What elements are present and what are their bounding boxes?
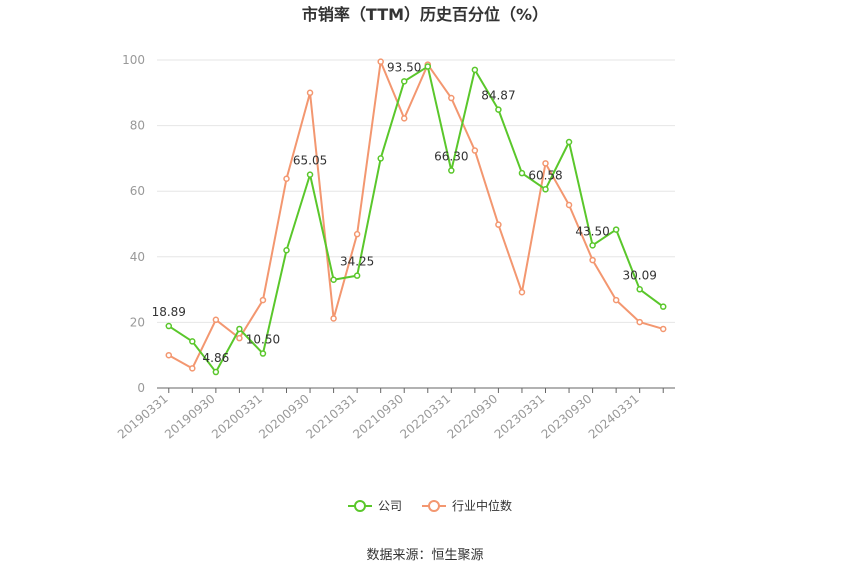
data-point [236,334,243,342]
data-label: 84.87 [481,89,515,103]
data-point [589,242,596,249]
series-line-0 [168,65,664,374]
legend-label: 公司 [378,499,402,513]
data-point [518,169,526,177]
legend-marker [428,500,440,512]
data-point [330,315,337,322]
legend-marker [354,500,366,512]
data-point [353,230,361,238]
data-point [659,303,667,310]
data-point [424,63,432,70]
data-point [306,89,314,97]
y-tick-label: 60 [130,184,145,198]
data-label: 60.58 [528,168,562,182]
data-label: 30.09 [623,268,657,282]
data-label: 65.05 [293,154,327,168]
chart-source: 数据来源：恒生聚源 [366,548,483,563]
legend-label: 行业中位数 [452,498,512,513]
x-tick-label: 20200930 [256,392,312,442]
data-point [353,272,361,279]
data-point [212,368,220,376]
data-point [565,201,573,209]
x-tick-label: 20210930 [350,392,406,442]
data-point [330,276,337,284]
legend-item-1[interactable]: 行业中位数 [422,498,512,513]
legend[interactable]: 公司 行业中位数 [348,498,512,513]
x-tick-label: 20230930 [539,392,595,442]
data-point [542,186,549,193]
x-tick-label: 20190930 [162,392,218,442]
data-point [471,147,479,154]
grid [157,59,675,323]
data-point [659,325,667,333]
data-point [495,221,502,228]
data-point [495,106,502,113]
data-point [189,338,196,345]
data-point [283,175,290,182]
chart-title: 市销率（TTM）历史百分位（%） [302,5,548,24]
data-point [377,58,384,65]
data-point [165,322,173,330]
data-point [259,296,267,304]
data-point [542,160,549,167]
data-label: 43.50 [575,224,609,238]
data-point [259,350,267,357]
y-tick-label: 0 [137,381,145,395]
x-tick-label: 20200331 [209,392,265,442]
data-point [448,167,455,174]
data-label: 4.86 [203,351,230,365]
data-label: 18.89 [152,305,186,319]
legend-item-0[interactable]: 公司 [348,499,402,513]
series-group [165,58,667,376]
series-line-1 [168,60,664,370]
data-point [612,296,620,304]
x-tick-label: 20230331 [492,392,548,442]
x-tick-label: 20220331 [397,392,453,442]
x-tick-label: 20210331 [303,392,359,442]
data-point [636,318,643,326]
data-label: 34.25 [340,255,374,269]
data-point [589,256,596,264]
data-point [400,115,408,122]
data-point [377,155,384,162]
x-tick-label: 20190331 [115,392,171,442]
data-point [400,78,408,85]
y-tick-label: 40 [130,250,145,264]
data-labels: 18.89 4.86 10.50 65.05 34.25 93.50 66.30 84.87 6… [152,60,657,365]
data-point [518,288,526,296]
data-point [212,316,220,324]
data-label: 66.30 [434,150,468,164]
x-tick-label: 20240331 [586,392,642,442]
data-label: 10.50 [246,333,280,347]
y-tick-label: 20 [130,315,145,329]
data-point [636,286,643,293]
data-point [306,171,314,178]
data-point [448,94,455,102]
data-point [471,66,479,74]
x-tick-label: 20220930 [445,392,501,442]
data-point [236,325,243,333]
y-tick-label: 100 [122,53,145,67]
data-label: 93.50 [387,60,421,74]
data-point [612,226,620,233]
y-tick-label: 80 [130,119,145,133]
data-point [189,365,196,372]
data-point [283,246,290,254]
data-point [165,351,173,359]
data-point [565,138,573,146]
